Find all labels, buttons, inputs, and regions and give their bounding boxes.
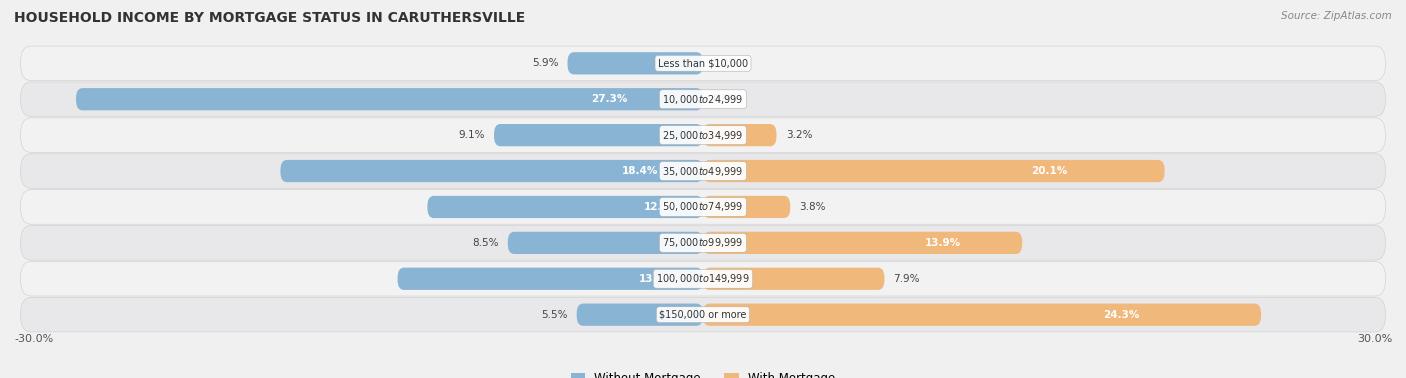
Text: $75,000 to $99,999: $75,000 to $99,999 (662, 236, 744, 249)
FancyBboxPatch shape (280, 160, 703, 182)
Text: 24.3%: 24.3% (1104, 310, 1140, 320)
FancyBboxPatch shape (21, 118, 1385, 152)
Text: 12.0%: 12.0% (644, 202, 679, 212)
Text: 8.5%: 8.5% (472, 238, 499, 248)
Text: 7.9%: 7.9% (894, 274, 920, 284)
Text: Source: ZipAtlas.com: Source: ZipAtlas.com (1281, 11, 1392, 21)
Text: HOUSEHOLD INCOME BY MORTGAGE STATUS IN CARUTHERSVILLE: HOUSEHOLD INCOME BY MORTGAGE STATUS IN C… (14, 11, 526, 25)
Text: 5.5%: 5.5% (541, 310, 568, 320)
FancyBboxPatch shape (703, 268, 884, 290)
Text: 9.1%: 9.1% (458, 130, 485, 140)
FancyBboxPatch shape (21, 226, 1385, 260)
Text: $50,000 to $74,999: $50,000 to $74,999 (662, 200, 744, 214)
FancyBboxPatch shape (568, 52, 703, 74)
FancyBboxPatch shape (398, 268, 703, 290)
FancyBboxPatch shape (494, 124, 703, 146)
Text: 13.3%: 13.3% (640, 274, 675, 284)
FancyBboxPatch shape (703, 232, 1022, 254)
FancyBboxPatch shape (703, 196, 790, 218)
FancyBboxPatch shape (76, 88, 703, 110)
FancyBboxPatch shape (576, 304, 703, 326)
FancyBboxPatch shape (21, 297, 1385, 332)
Text: 30.0%: 30.0% (1357, 335, 1392, 344)
Text: $10,000 to $24,999: $10,000 to $24,999 (662, 93, 744, 106)
Text: 18.4%: 18.4% (621, 166, 658, 176)
Text: $25,000 to $34,999: $25,000 to $34,999 (662, 129, 744, 142)
FancyBboxPatch shape (703, 160, 1164, 182)
Text: 13.9%: 13.9% (924, 238, 960, 248)
FancyBboxPatch shape (703, 124, 776, 146)
Text: 3.2%: 3.2% (786, 130, 813, 140)
FancyBboxPatch shape (703, 304, 1261, 326)
Text: 27.3%: 27.3% (591, 94, 627, 104)
FancyBboxPatch shape (427, 196, 703, 218)
FancyBboxPatch shape (21, 190, 1385, 224)
Text: $35,000 to $49,999: $35,000 to $49,999 (662, 164, 744, 178)
Text: $150,000 or more: $150,000 or more (659, 310, 747, 320)
FancyBboxPatch shape (21, 154, 1385, 188)
Text: -30.0%: -30.0% (14, 335, 53, 344)
FancyBboxPatch shape (21, 46, 1385, 81)
Text: 5.9%: 5.9% (531, 58, 558, 68)
Text: $100,000 to $149,999: $100,000 to $149,999 (657, 272, 749, 285)
Text: 0.0%: 0.0% (713, 94, 738, 104)
Text: Less than $10,000: Less than $10,000 (658, 58, 748, 68)
FancyBboxPatch shape (508, 232, 703, 254)
Text: 0.0%: 0.0% (713, 58, 738, 68)
Text: 20.1%: 20.1% (1031, 166, 1067, 176)
Legend: Without Mortgage, With Mortgage: Without Mortgage, With Mortgage (567, 367, 839, 378)
Text: 3.8%: 3.8% (800, 202, 825, 212)
FancyBboxPatch shape (21, 262, 1385, 296)
FancyBboxPatch shape (21, 82, 1385, 116)
